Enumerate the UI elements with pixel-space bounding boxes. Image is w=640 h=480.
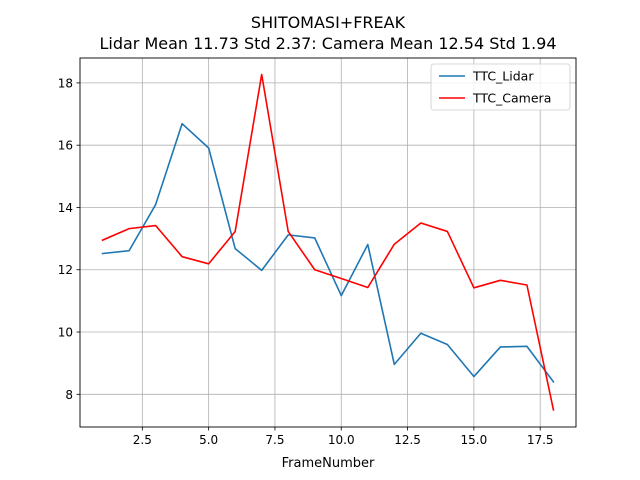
chart-title: SHITOMASI+FREAK (251, 13, 406, 32)
x-axis-label: FrameNumber (282, 456, 375, 471)
x-tick-label: 12.5 (394, 433, 421, 447)
legend-box (430, 63, 571, 111)
y-tick-label: 12 (58, 263, 73, 277)
legend-label: TTC_Lidar (472, 69, 534, 84)
x-tick-label: 7.5 (265, 433, 284, 447)
x-tick-label: 17.5 (527, 433, 554, 447)
series-line-ttc-lidar (101, 122, 555, 383)
y-tick-label: 16 (58, 139, 73, 153)
y-tick-label: 8 (65, 388, 73, 402)
y-tick-label: 10 (58, 326, 73, 340)
axes (79, 57, 577, 428)
legend: TTC_Lidar TTC_Camera (430, 63, 571, 111)
x-tick-label: 5.0 (199, 433, 218, 447)
series-line-ttc-camera (101, 73, 555, 411)
legend-label: TTC_Camera (472, 91, 551, 106)
grid (80, 58, 576, 427)
y-tick-label: 18 (58, 76, 73, 90)
plot-frame (79, 57, 577, 428)
y-tick-label: 14 (58, 201, 73, 215)
ticks: 2.5 5.0 7.5 10.0 12.5 15.0 17.5 8 10 12 14 16 18 (58, 76, 554, 447)
x-tick-label: 2.5 (133, 433, 152, 447)
series-lines (101, 73, 555, 411)
x-tick-label: 15.0 (461, 433, 488, 447)
x-tick-label: 10.0 (328, 433, 355, 447)
chart-subtitle: Lidar Mean 11.73 Std 2.37: Camera Mean 1… (99, 34, 556, 53)
